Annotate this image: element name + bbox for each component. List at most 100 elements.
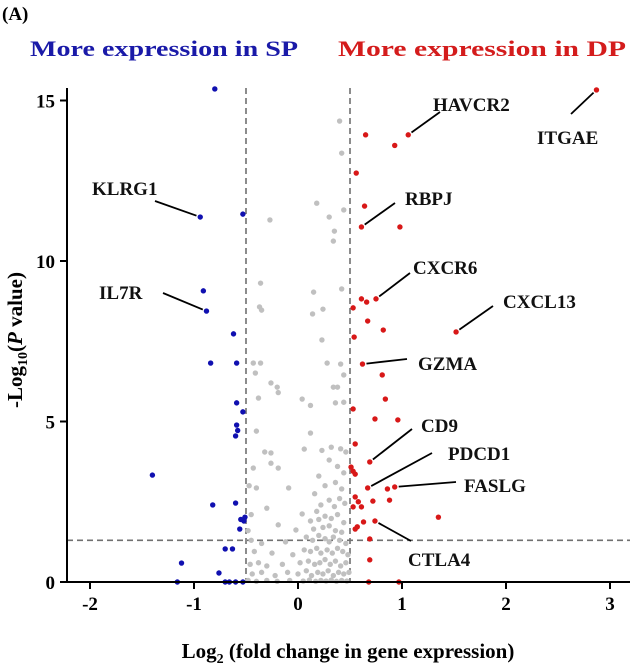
ns-gene-point	[338, 486, 345, 492]
ns-gene-point	[274, 384, 280, 390]
up-gene-point	[350, 504, 356, 510]
up-gene-point	[348, 464, 354, 470]
ns-gene-point	[324, 547, 330, 553]
ns-gene-point	[257, 280, 264, 286]
up-gene-point	[397, 224, 403, 230]
ns-gene-point	[309, 311, 316, 317]
ns-gene-point	[326, 539, 332, 545]
down-gene-point	[238, 516, 244, 523]
up-gene-point	[363, 299, 370, 305]
ns-gene-point	[253, 485, 260, 491]
ns-gene-point	[330, 534, 337, 540]
ns-gene-point	[328, 515, 334, 522]
left-header: More expression in SP	[30, 36, 298, 61]
right-header: More expression in DP	[338, 36, 626, 61]
ns-gene-point	[343, 560, 349, 566]
ns-gene-point	[248, 511, 254, 518]
up-gene-point	[350, 406, 356, 412]
up-gene-point	[379, 372, 385, 378]
down-gene-point	[203, 308, 210, 314]
ns-gene-point	[332, 479, 339, 486]
ns-gene-point	[245, 527, 251, 534]
ns-gene-point	[326, 214, 332, 220]
down-gene-point	[232, 500, 239, 506]
ns-gene-point	[318, 550, 324, 556]
y-tick-label: 5	[46, 413, 56, 434]
ns-gene-point	[316, 532, 322, 539]
up-gene-point	[405, 132, 411, 138]
down-gene-point	[210, 502, 216, 508]
ns-gene-point	[335, 569, 342, 576]
ns-gene-point	[318, 502, 324, 508]
up-gene-point	[384, 486, 391, 492]
ns-gene-point	[331, 228, 338, 234]
up-gene-point	[361, 203, 368, 209]
ns-gene-point	[307, 402, 314, 409]
gene-label-itgae: ITGAE	[537, 128, 598, 149]
gene-label-cxcl13: CXCL13	[503, 292, 576, 313]
ns-gene-point	[295, 571, 301, 577]
ns-gene-point	[325, 568, 331, 574]
ns-gene-point	[341, 571, 347, 577]
ns-gene-point	[317, 560, 323, 566]
ns-gene-point	[258, 569, 265, 576]
up-gene-point	[359, 361, 366, 367]
up-gene-point	[372, 518, 378, 524]
down-gene-point	[200, 288, 207, 294]
up-gene-point	[367, 557, 373, 563]
gene-label-rbpj: RBPJ	[405, 189, 453, 210]
ns-gene-point	[253, 428, 260, 434]
ns-gene-point	[255, 395, 262, 401]
ns-gene-point	[338, 150, 345, 156]
annotation-leader-line	[410, 111, 441, 134]
up-gene-point	[353, 170, 359, 176]
ns-gene-point	[341, 399, 347, 405]
ns-gene-point	[299, 511, 305, 517]
ns-gene-point	[329, 550, 336, 556]
ns-gene-point	[338, 286, 345, 292]
x-tick-label: 3	[605, 594, 615, 615]
gene-label-faslg: FASLG	[464, 476, 526, 497]
annotation-leader-line	[570, 92, 595, 115]
panel-label: (A)	[2, 4, 28, 25]
up-gene-point	[358, 296, 365, 302]
data-points	[149, 86, 600, 585]
axes: -2 -1 0 1 2 3 0 5 10 15	[36, 88, 630, 615]
ns-gene-point	[322, 556, 328, 563]
up-gene-point	[364, 318, 371, 324]
ns-gene-point	[334, 545, 341, 551]
ns-gene-point	[338, 529, 345, 535]
down-gene-point	[197, 214, 203, 220]
ns-gene-point	[331, 503, 338, 510]
down-gene-point	[216, 570, 222, 576]
ns-gene-point	[249, 571, 255, 577]
ns-gene-point	[299, 396, 305, 402]
up-gene-point	[358, 504, 365, 510]
x-tick-label: -2	[82, 594, 98, 615]
up-gene-point	[382, 396, 389, 402]
ns-gene-point	[275, 522, 281, 528]
up-gene-point	[350, 468, 356, 474]
x-axis-label: Log2 (fold change in gene expression)	[182, 639, 515, 667]
ns-gene-point	[250, 465, 256, 471]
ns-gene-point	[310, 289, 317, 295]
ns-gene-point	[301, 547, 307, 553]
ns-gene-point	[301, 446, 307, 452]
up-gene-point	[386, 497, 393, 503]
up-gene-point	[392, 142, 398, 149]
up-gene-point	[354, 524, 360, 530]
ns-gene-point	[332, 558, 339, 564]
ns-gene-point	[297, 560, 303, 566]
ns-gene-point	[337, 446, 344, 452]
annotation-leader-line	[378, 522, 412, 542]
annotation-leader-line	[364, 202, 396, 226]
ns-gene-point	[326, 523, 332, 529]
up-gene-point	[358, 224, 365, 230]
up-gene-point	[435, 514, 442, 520]
ns-gene-point	[336, 495, 343, 502]
ns-gene-point	[330, 572, 337, 579]
ns-gene-point	[258, 307, 265, 313]
ns-gene-point	[345, 552, 351, 558]
ns-gene-point	[336, 537, 343, 543]
